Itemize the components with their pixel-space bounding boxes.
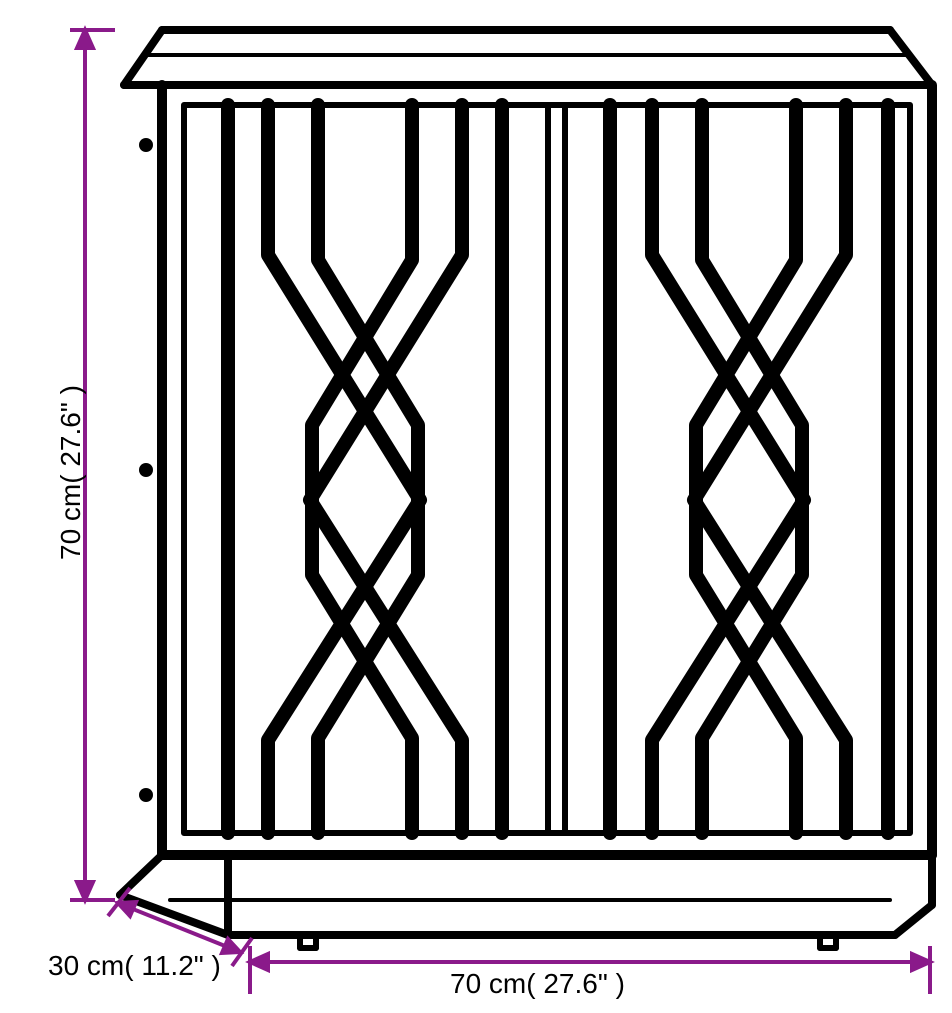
label-height: 70 cm( 27.6" ) [55, 385, 87, 560]
label-width: 70 cm( 27.6" ) [450, 968, 625, 1000]
label-depth: 30 cm( 11.2" ) [48, 950, 221, 982]
diagram-svg [0, 0, 952, 1013]
diagram-stage: 70 cm( 27.6" ) 70 cm( 27.6" ) 30 cm( 11.… [0, 0, 952, 1013]
furniture-object [120, 30, 932, 948]
